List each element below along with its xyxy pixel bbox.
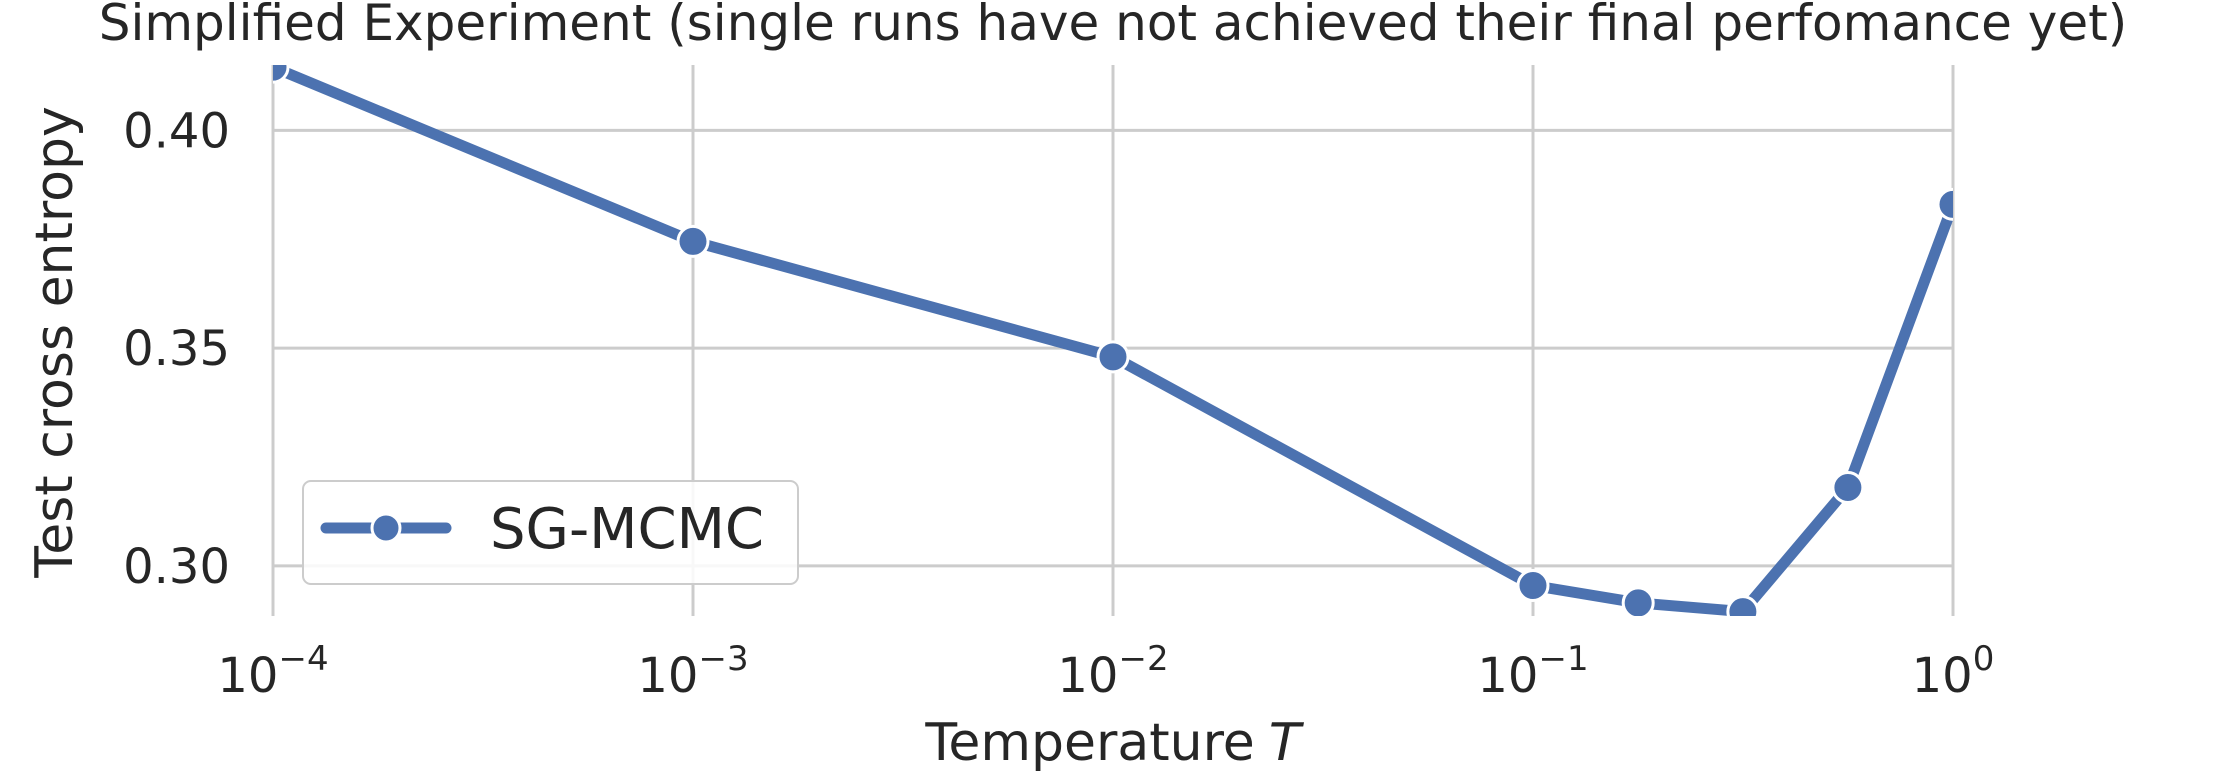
x-axis-label-text: Temperature: [924, 713, 1254, 773]
x-tick-exponent: −3: [698, 639, 748, 679]
legend: SG-MCMC: [302, 480, 799, 585]
x-tick-base: 10: [1057, 648, 1118, 704]
x-tick-label: 10−3: [637, 639, 748, 704]
x-tick-base: 10: [1912, 648, 1973, 704]
series-layer: [273, 65, 1953, 616]
legend-box: [302, 480, 799, 585]
data-point: [1621, 586, 1655, 616]
series-line: [273, 65, 1953, 616]
x-axis-label: Temperature T: [924, 713, 1304, 773]
x-tick-label: 100: [1912, 639, 1995, 704]
data-point: [273, 65, 290, 84]
data-point: [1096, 340, 1130, 374]
legend-marker: [370, 512, 402, 544]
y-axis-label: Test cross entropy: [25, 106, 85, 578]
data-point: [1936, 187, 1953, 221]
data-point: [1726, 595, 1760, 616]
x-tick-base: 10: [1477, 648, 1538, 704]
x-tick-exponent: −1: [1538, 639, 1588, 679]
x-tick-label: 10−1: [1477, 639, 1588, 704]
legend-label: SG-MCMC: [490, 497, 764, 562]
x-axis-label-variable: T: [1269, 713, 1305, 773]
chart-title: Simplified Experiment (single runs have …: [99, 0, 2128, 52]
x-tick-label: 10−2: [1057, 639, 1168, 704]
data-point: [1831, 471, 1865, 505]
x-tick-exponent: 0: [1973, 639, 1995, 679]
y-tick-label: 0.40: [123, 103, 230, 159]
y-tick-label: 0.35: [123, 321, 230, 377]
x-tick-base: 10: [217, 648, 278, 704]
data-point: [1516, 569, 1550, 603]
y-tick-label: 0.30: [123, 539, 230, 595]
x-tick-exponent: −4: [278, 639, 328, 679]
x-tick-label: 10−4: [217, 639, 328, 704]
x-tick-exponent: −2: [1118, 639, 1168, 679]
data-point: [676, 224, 710, 258]
x-tick-base: 10: [637, 648, 698, 704]
